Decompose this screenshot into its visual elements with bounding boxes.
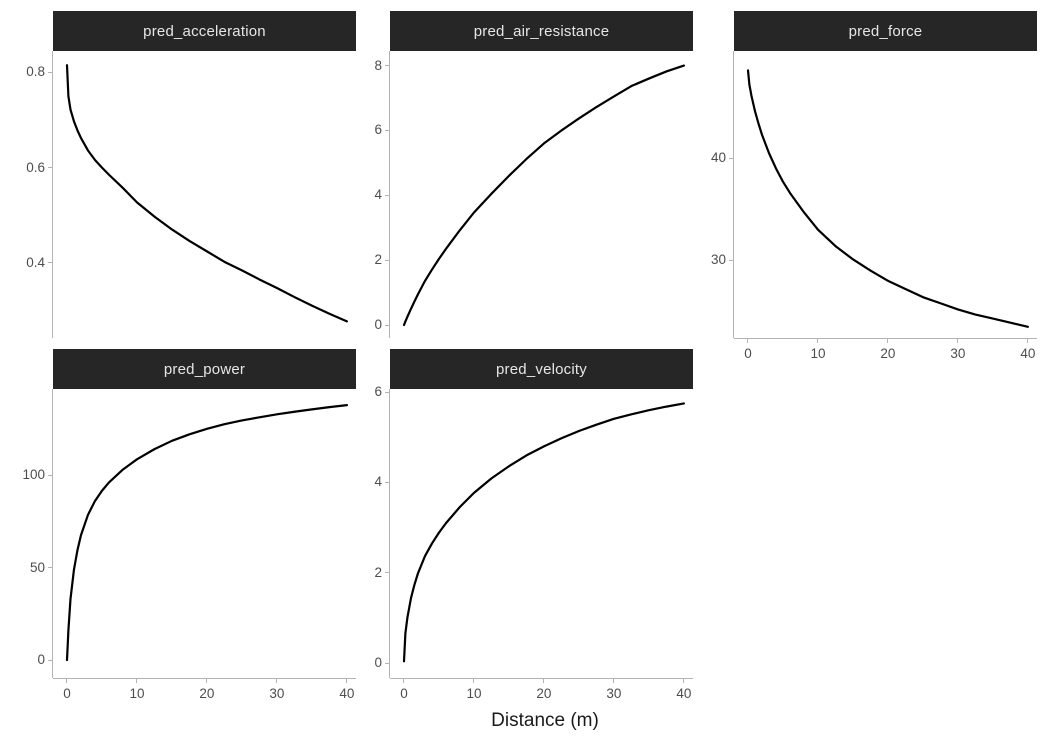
x-tick-mark xyxy=(817,339,819,343)
y-tick-label: 4 xyxy=(374,474,382,490)
y-tick-label: 2 xyxy=(374,564,382,580)
y-tick-mark xyxy=(385,65,389,67)
panel-pred_velocity xyxy=(402,402,685,663)
x-axis-title: Distance (m) xyxy=(491,710,599,731)
y-tick-mark xyxy=(48,71,52,73)
x-tick-mark xyxy=(1027,339,1029,343)
x-tick-mark xyxy=(136,679,138,683)
y-tick-label: 0.6 xyxy=(26,159,45,175)
x-tick-mark xyxy=(543,679,545,683)
y-axis-line-pred_acceleration xyxy=(52,51,53,338)
y-tick-label: 0 xyxy=(374,317,382,333)
x-tick-label: 0 xyxy=(63,686,71,701)
curve-pred_acceleration xyxy=(65,64,348,323)
x-tick-label: 10 xyxy=(129,686,145,701)
x-tick-mark xyxy=(473,679,475,683)
y-tick-mark xyxy=(48,262,52,264)
y-tick-mark xyxy=(385,259,389,261)
y-tick-mark xyxy=(385,481,389,483)
facet-strip-pred_air_resistance: pred_air_resistance xyxy=(390,11,693,51)
y-tick-mark xyxy=(729,157,733,159)
x-tick-mark xyxy=(403,679,405,683)
y-tick-mark xyxy=(48,567,52,569)
x-axis-line-pred_force xyxy=(734,338,1037,339)
y-axis-line-pred_power xyxy=(52,389,53,678)
x-tick-label: 30 xyxy=(606,686,622,701)
x-tick-label: 0 xyxy=(744,346,752,361)
x-tick-label: 40 xyxy=(1020,346,1036,361)
y-tick-label: 6 xyxy=(374,384,382,400)
facet-strip-title: pred_power xyxy=(163,360,246,378)
y-tick-mark xyxy=(48,474,52,476)
x-tick-label: 10 xyxy=(466,686,482,701)
y-tick-label: 0 xyxy=(37,652,45,668)
x-tick-mark xyxy=(747,339,749,343)
y-axis-line-pred_force xyxy=(733,51,734,338)
x-tick-mark xyxy=(346,679,348,683)
y-axis-line-pred_velocity xyxy=(389,389,390,678)
y-tick-mark xyxy=(48,659,52,661)
x-tick-mark xyxy=(613,679,615,683)
x-tick-label: 20 xyxy=(536,686,552,701)
x-tick-mark xyxy=(206,679,208,683)
facet-strip-title: pred_acceleration xyxy=(143,22,266,40)
y-tick-label: 100 xyxy=(22,467,45,483)
y-tick-mark xyxy=(385,662,389,664)
x-axis-line-pred_power xyxy=(53,678,356,679)
facet-strip-pred_velocity: pred_velocity xyxy=(390,349,693,389)
facet-strip-title: pred_force xyxy=(848,22,923,40)
x-tick-mark xyxy=(66,679,68,683)
y-tick-mark xyxy=(385,391,389,393)
y-tick-label: 6 xyxy=(374,122,382,138)
y-tick-mark xyxy=(385,572,389,574)
y-axis-line-pred_air_resistance xyxy=(389,51,390,338)
y-tick-mark xyxy=(385,129,389,131)
panel-pred_power xyxy=(65,404,348,662)
curve-pred_force xyxy=(746,69,1029,328)
x-tick-label: 30 xyxy=(950,346,966,361)
y-tick-label: 0.4 xyxy=(26,254,45,270)
x-tick-label: 20 xyxy=(880,346,896,361)
y-tick-label: 30 xyxy=(710,252,726,268)
x-tick-mark xyxy=(957,339,959,343)
panel-pred_acceleration xyxy=(65,64,348,323)
facet-strip-pred_acceleration: pred_acceleration xyxy=(53,11,356,51)
y-tick-label: 50 xyxy=(29,559,45,575)
x-axis-line-pred_velocity xyxy=(390,678,693,679)
x-tick-label: 40 xyxy=(676,686,692,701)
panel-pred_force xyxy=(746,69,1029,328)
y-tick-label: 40 xyxy=(710,150,726,166)
x-tick-mark xyxy=(887,339,889,343)
x-tick-mark xyxy=(683,679,685,683)
x-tick-label: 30 xyxy=(269,686,285,701)
y-tick-mark xyxy=(385,324,389,326)
facet-strip-pred_power: pred_power xyxy=(53,349,356,389)
y-tick-mark xyxy=(385,194,389,196)
curve-pred_velocity xyxy=(402,402,685,663)
x-tick-label: 20 xyxy=(199,686,215,701)
y-tick-label: 2 xyxy=(374,252,382,268)
x-tick-label: 10 xyxy=(810,346,826,361)
curve-pred_power xyxy=(65,404,348,662)
facet-strip-title: pred_velocity xyxy=(496,360,587,378)
y-tick-label: 0 xyxy=(374,655,382,671)
y-tick-mark xyxy=(48,167,52,169)
curve-pred_air_resistance xyxy=(402,64,685,327)
y-tick-label: 8 xyxy=(374,57,382,73)
x-tick-label: 40 xyxy=(339,686,355,701)
x-tick-mark xyxy=(276,679,278,683)
y-tick-label: 0.8 xyxy=(26,64,45,80)
y-tick-mark xyxy=(729,259,733,261)
facet-strip-pred_force: pred_force xyxy=(734,11,1037,51)
panel-pred_air_resistance xyxy=(402,64,685,327)
y-tick-label: 4 xyxy=(374,187,382,203)
x-tick-label: 0 xyxy=(400,686,408,701)
facet-strip-title: pred_air_resistance xyxy=(473,22,610,40)
